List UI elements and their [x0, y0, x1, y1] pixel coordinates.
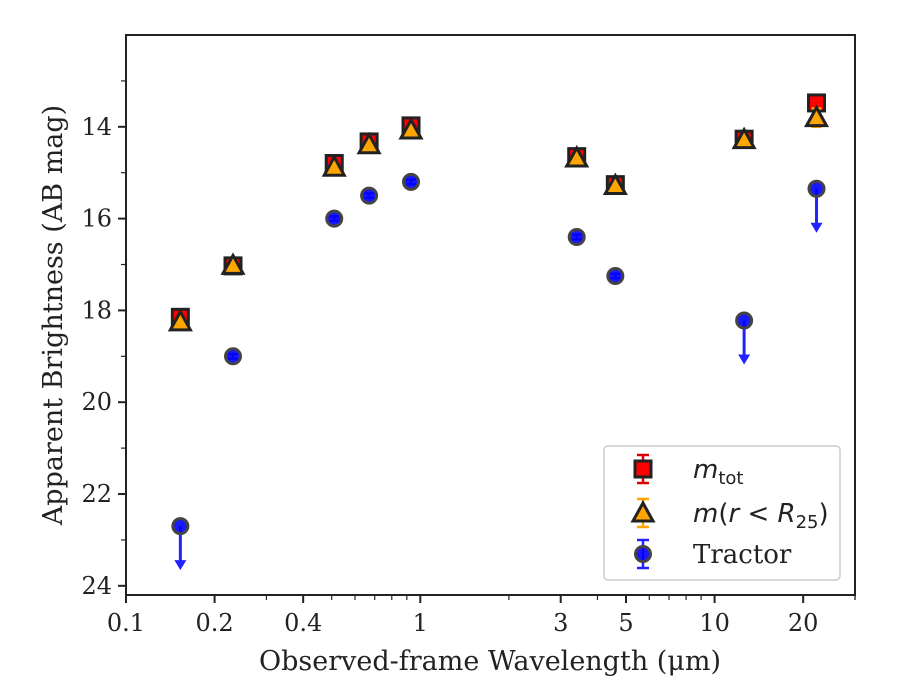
- x-tick-label: 20: [788, 609, 819, 637]
- data-layer: [167, 93, 830, 571]
- legend-box: [603, 445, 841, 581]
- y-tick-label: 18: [81, 296, 112, 324]
- mr25-point: [167, 308, 193, 332]
- tractor-point: [360, 186, 379, 205]
- legend-label-tractor: Tractor: [693, 540, 792, 570]
- mr25-point: [564, 144, 590, 168]
- legend-mr25-base: m: [693, 499, 718, 529]
- legend-markers: [630, 453, 656, 570]
- mr25-point: [803, 104, 830, 128]
- tractor-point: [567, 227, 586, 246]
- legend-mr25-lt: <: [739, 499, 777, 529]
- mr25-point: [356, 131, 382, 155]
- mr25-point: [321, 154, 347, 177]
- x-tick-label: 0.4: [284, 609, 322, 637]
- mr25-point: [398, 116, 424, 140]
- tractor-point: [735, 311, 754, 330]
- legend-label-mr25: m(r < R25): [693, 499, 829, 533]
- tractor-point: [606, 266, 625, 285]
- tractor-limit-arrow: [738, 354, 751, 365]
- legend-label-mtot: mtot: [693, 455, 743, 489]
- legend-marker-mtot: [633, 459, 653, 479]
- tractor-point: [171, 517, 190, 536]
- y-tick-label: 14: [81, 113, 112, 141]
- legend-marker-mr25: [630, 499, 656, 523]
- x-tick-label: 5: [618, 609, 633, 637]
- plot-frame: [125, 34, 856, 596]
- legend-mr25-open: (: [718, 499, 728, 529]
- mr25-point: [220, 252, 246, 275]
- x-tick-label: 0.1: [107, 609, 145, 637]
- legend-mr25-close: ): [819, 499, 829, 529]
- ticks-layer: 14 16 18 20 22 24 0.1 0.2 0.4 1 3 5 10 20: [81, 80, 856, 637]
- legend-mtot-base: m: [693, 455, 718, 485]
- x-tick-label: 1: [413, 609, 428, 637]
- tractor-limit-arrow: [174, 560, 187, 571]
- x-tick-label: 3: [553, 609, 568, 637]
- mr25-point: [602, 172, 628, 196]
- mr25-point: [731, 126, 757, 150]
- legend-mr25-R: R: [778, 499, 796, 529]
- x-tick-label: 10: [699, 609, 730, 637]
- legend-marker-tractor: [634, 545, 652, 563]
- legend-mtot-sub: tot: [718, 468, 743, 489]
- legend-mr25-r: r: [728, 499, 741, 529]
- y-axis-label: Apparent Brightness (AB mag): [38, 105, 69, 526]
- y-tick-label: 16: [81, 205, 112, 233]
- tractor-point: [402, 172, 421, 191]
- legend-mr25-sub: 25: [796, 512, 819, 533]
- x-tick-label: 0.2: [196, 609, 234, 637]
- y-tick-label: 20: [81, 388, 112, 416]
- tractor-point: [325, 209, 344, 228]
- y-tick-label: 24: [81, 572, 112, 600]
- legend: mtot m(r < R25) Tractor: [603, 445, 841, 581]
- tractor-point: [224, 347, 243, 366]
- tractor-point: [807, 179, 826, 198]
- tractor-limit-arrow: [810, 222, 823, 233]
- x-axis-label: Observed-frame Wavelength (μm): [259, 646, 721, 677]
- y-tick-label: 22: [81, 480, 112, 508]
